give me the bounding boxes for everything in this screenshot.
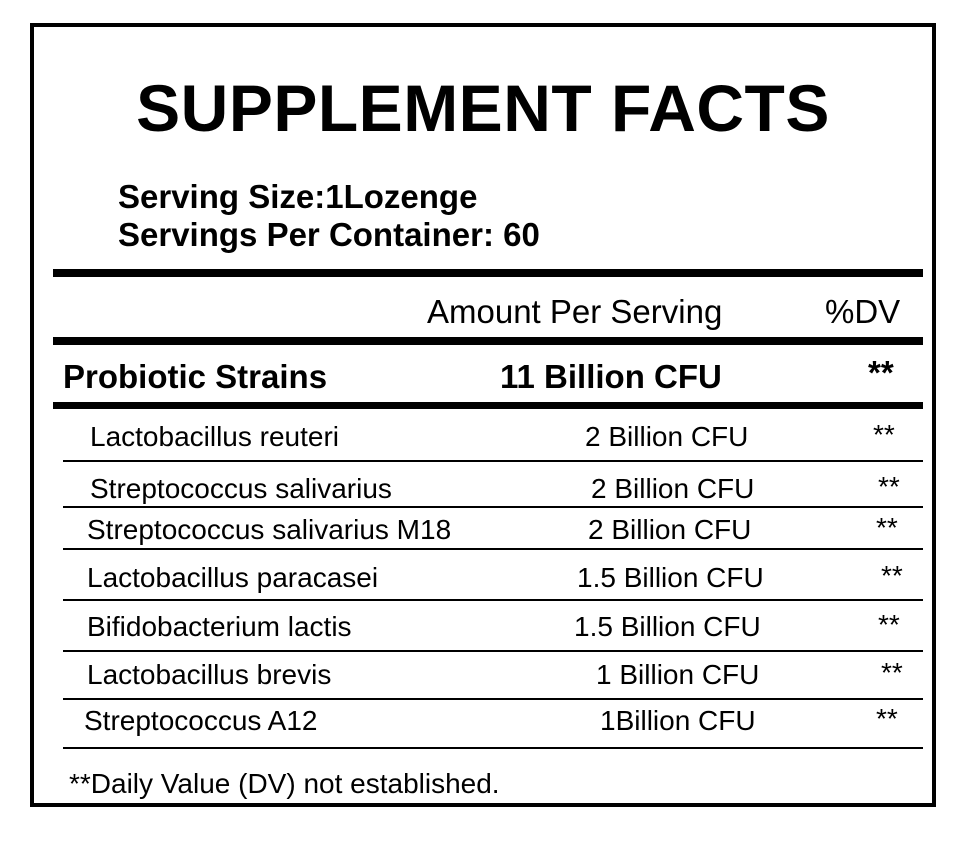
row-divider: [63, 698, 923, 700]
row-divider: [63, 650, 923, 652]
row-divider: [63, 460, 923, 462]
divider-thick-group: [53, 402, 923, 409]
strain-name: Streptococcus A12: [84, 705, 318, 736]
row-divider: [63, 599, 923, 601]
strain-amount: 1Billion CFU: [600, 705, 756, 736]
group-amount: 11 Billion CFU: [500, 358, 722, 395]
strain-name: Lactobacillus reuteri: [90, 421, 340, 452]
strain-name: Streptococcus salivarius M18: [87, 514, 452, 545]
divider-thick-header: [53, 337, 923, 345]
strain-amount: 2 Billion CFU: [588, 514, 752, 545]
servings-per-container: Servings Per Container: 60: [118, 216, 540, 253]
group-name: Probiotic Strains: [63, 358, 328, 395]
row-divider: [63, 506, 923, 508]
row-divider: [63, 548, 923, 550]
strain-dv: **: [881, 560, 903, 591]
strain-dv: **: [878, 471, 900, 502]
strain-amount: 2 Billion CFU: [585, 421, 749, 452]
strain-dv: **: [873, 419, 895, 450]
strain-amount: 1.5 Billion CFU: [574, 611, 761, 642]
strain-dv: **: [881, 657, 903, 688]
strain-name: Bifidobacterium lactis: [87, 611, 352, 642]
row-divider: [63, 747, 923, 749]
strain-name: Lactobacillus paracasei: [87, 562, 379, 593]
strain-name: Lactobacillus brevis: [87, 659, 332, 690]
strain-amount: 1 Billion CFU: [596, 659, 760, 690]
label-title: SUPPLEMENT FACTS: [136, 71, 830, 145]
strain-dv: **: [876, 703, 898, 734]
strain-amount: 1.5 Billion CFU: [577, 562, 764, 593]
supplement-facts-panel: SUPPLEMENT FACTS Serving Size:1Lozenge S…: [30, 23, 936, 807]
strain-amount: 2 Billion CFU: [591, 473, 755, 504]
serving-size: Serving Size:1Lozenge: [118, 178, 478, 215]
header-daily-value: %DV: [825, 293, 901, 330]
strain-name: Streptococcus salivarius: [90, 473, 392, 504]
group-dv: **: [868, 354, 894, 391]
footnote: **Daily Value (DV) not established.: [69, 768, 500, 799]
strain-dv: **: [876, 512, 898, 543]
header-amount-per-serving: Amount Per Serving: [427, 293, 723, 330]
strain-dv: **: [878, 609, 900, 640]
divider-thick-top: [53, 269, 923, 277]
